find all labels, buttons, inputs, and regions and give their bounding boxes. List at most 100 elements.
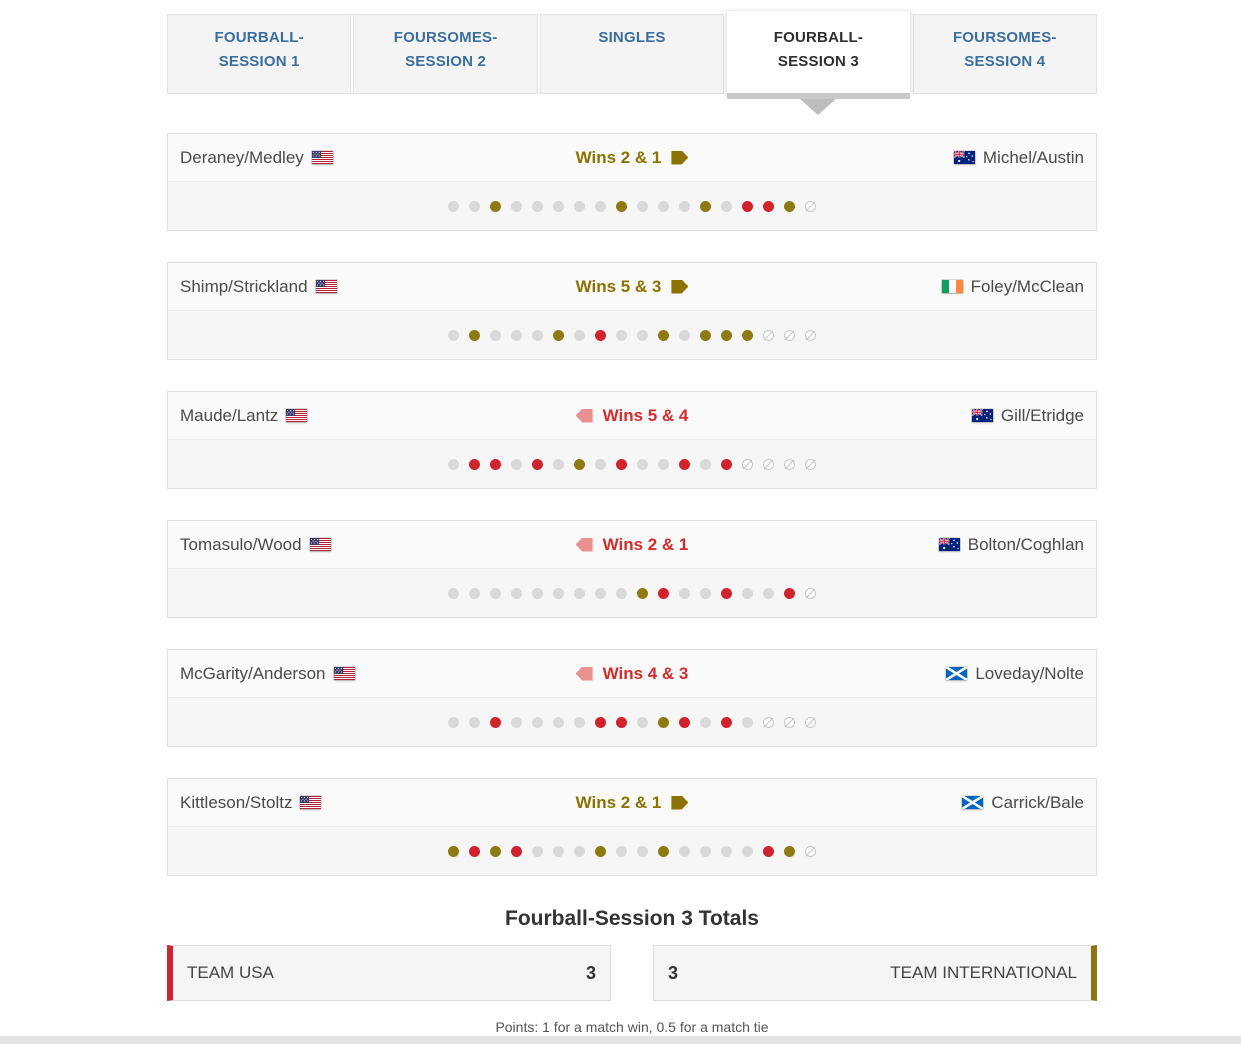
match-player-usa: Shimp/Strickland (180, 277, 576, 297)
hole-results (168, 568, 1096, 617)
match-player-usa: McGarity/Anderson (180, 664, 576, 684)
hole-dot-tie (595, 587, 606, 599)
hole-dot-tie (574, 845, 585, 857)
match-result: Wins 2 & 1 (576, 793, 689, 813)
hole-dot-international-won-hole (595, 845, 606, 857)
usa-flag-icon (315, 280, 337, 293)
hole-dot-tie (763, 587, 774, 599)
hole-dot-tie (553, 458, 564, 470)
hole-results (168, 826, 1096, 875)
match-result: Wins 2 & 1 (576, 148, 689, 168)
hole-dot-usa-won-hole (595, 716, 606, 728)
match-player-international: Foley/McClean (688, 277, 1084, 297)
hole-dot-usa-won-hole (490, 458, 501, 470)
scotland-flag-icon (962, 796, 984, 809)
hole-dot-international-won-hole (784, 200, 795, 212)
match-result-text: Wins 5 & 4 (602, 405, 689, 425)
player-name: Shimp/Strickland (180, 276, 308, 296)
hole-dot-tie (595, 458, 606, 470)
match-result: Wins 4 & 3 (575, 663, 689, 684)
hole-dot-tie (553, 845, 564, 857)
usa-flag-icon (311, 151, 333, 164)
hole-dot-tie (574, 587, 585, 599)
hole-dot-international-won-hole (448, 845, 459, 857)
match-player-usa: Tomasulo/Wood (180, 535, 576, 555)
hole-dot-tie (616, 845, 627, 857)
team-international-total-box: 3 TEAM INTERNATIONAL (653, 945, 1097, 1001)
hole-dot-tie (700, 845, 711, 857)
session-totals: TEAM USA 3 3 TEAM INTERNATIONAL (167, 945, 1097, 1001)
hole-dot-tie (511, 587, 522, 599)
hole-dot-tie (490, 587, 501, 599)
match-player-international: Carrick/Bale (688, 793, 1084, 813)
hole-results (168, 310, 1096, 359)
tab-fourball-session-3[interactable]: FOURBALL-SESSION 3 (726, 10, 911, 115)
tab-foursomes-session-4[interactable]: FOURSOMES-SESSION 4 (912, 14, 1097, 94)
hole-dot-tie (448, 200, 459, 212)
hole-dot-tie (658, 458, 669, 470)
hole-dot-tie (490, 329, 501, 341)
totals-title: Fourball-Session 3 Totals (505, 907, 759, 930)
player-name: Bolton/Coghlan (967, 534, 1084, 554)
hole-dot-usa-won-hole (490, 716, 501, 728)
hole-dot-tie (637, 200, 648, 212)
hole-dot-tie (700, 716, 711, 728)
hole-dot-tie (511, 458, 522, 470)
match-result-text: Wins 2 & 1 (575, 147, 662, 167)
match-header: Tomasulo/Wood Wins 2 & 1 Bolton/Coghlan (168, 521, 1096, 568)
hole-dot-not-played (763, 329, 774, 341)
hole-dot-tie (553, 587, 564, 599)
hole-dot-not-played (763, 458, 774, 470)
hole-dot-not-played (805, 587, 816, 599)
hole-dot-tie (637, 845, 648, 857)
active-tab-pointer (800, 99, 837, 115)
hole-dot-usa-won-hole (784, 587, 795, 599)
hole-dot-tie (469, 716, 480, 728)
team-international-label: TEAM INTERNATIONAL (890, 963, 1077, 982)
team-international-score: 3 (668, 962, 679, 983)
match-header: McGarity/Anderson Wins 4 & 3 Loveday/Nolte (168, 650, 1096, 697)
match-header: Shimp/Strickland Wins 5 & 3 Foley/McClean (168, 263, 1096, 310)
hole-dot-usa-won-hole (721, 716, 732, 728)
match-player-international: Gill/Etridge (688, 406, 1084, 426)
player-name: Deraney/Medley (180, 147, 304, 167)
match-result-text: Wins 4 & 3 (602, 663, 689, 683)
hole-dot-tie (616, 587, 627, 599)
hole-dot-tie (511, 716, 522, 728)
match-player-international: Loveday/Nolte (688, 664, 1084, 684)
match-result: Wins 5 & 4 (575, 405, 689, 426)
player-name: Tomasulo/Wood (180, 534, 302, 554)
tab-foursomes-session-2[interactable]: FOURSOMES-SESSION 2 (353, 14, 538, 94)
tab-fourball-session-1[interactable]: FOURBALL-SESSION 1 (167, 14, 352, 94)
team-usa-label: TEAM USA (187, 963, 274, 982)
match-header: Kittleson/Stoltz Wins 2 & 1 Carrick/Bale (168, 779, 1096, 826)
hole-dot-tie (658, 200, 669, 212)
hole-dot-not-played (805, 716, 816, 728)
match-card: McGarity/Anderson Wins 4 & 3 Loveday/Nolte (167, 649, 1097, 747)
usa-flag-icon (333, 667, 355, 680)
hole-dot-tie (721, 200, 732, 212)
hole-dot-tie (511, 200, 522, 212)
page-bottom-divider (0, 1036, 1241, 1044)
hole-dot-tie (637, 329, 648, 341)
match-player-usa: Kittleson/Stoltz (180, 793, 576, 813)
tab-label: SINGLES (598, 29, 666, 46)
hole-dot-tie (511, 329, 522, 341)
hole-dot-tie (637, 458, 648, 470)
player-name: Michel/Austin (982, 147, 1084, 167)
hole-dot-tie (532, 716, 543, 728)
tab-label: FOURBALL-SESSION 3 (773, 29, 864, 70)
hole-dot-international-won-hole (490, 845, 501, 857)
tab-label: FOURSOMES-SESSION 2 (393, 29, 498, 70)
hole-dot-not-played (805, 458, 816, 470)
hole-results (168, 181, 1096, 230)
hole-dot-usa-won-hole (469, 845, 480, 857)
hole-dot-not-played (805, 845, 816, 857)
ireland-flag-icon (941, 280, 963, 293)
scoreboard: FOURBALL-SESSION 1 FOURSOMES-SESSION 2 SIN… (167, 0, 1097, 1035)
winner-arrow-left-icon (575, 408, 593, 423)
hole-dot-international-won-hole (700, 329, 711, 341)
tab-singles[interactable]: SINGLES (539, 14, 725, 94)
hole-dot-usa-won-hole (595, 329, 606, 341)
match-result: Wins 2 & 1 (575, 535, 688, 555)
